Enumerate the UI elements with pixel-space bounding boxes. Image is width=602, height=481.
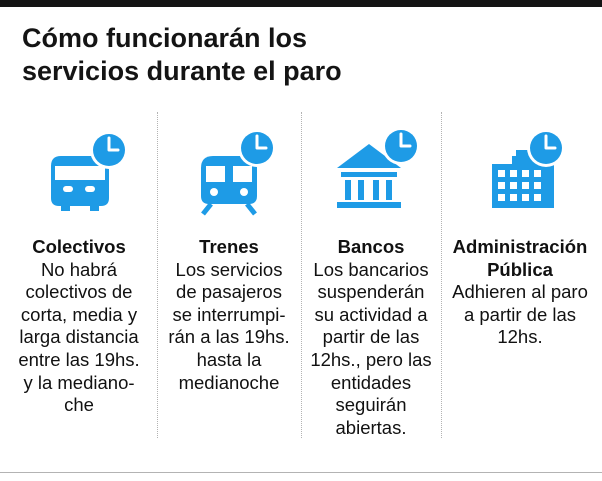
bus-clock-icon	[31, 120, 127, 216]
text-line: che	[64, 394, 94, 416]
column-bancos: Bancos Los bancarios suspenderán su acti…	[302, 112, 440, 438]
text-line: 12hs.	[497, 326, 543, 348]
text-line: Los bancarios	[313, 258, 429, 280]
page-title: Cómo funcionarán los servicios durante e…	[22, 22, 582, 88]
text-line: entidades	[330, 371, 412, 393]
text-line: abiertas.	[335, 416, 407, 438]
train-clock-icon	[181, 120, 277, 216]
column-divider	[157, 112, 158, 438]
column-divider	[441, 112, 442, 438]
title-line-2: servicios durante el paro	[22, 56, 342, 86]
text-line: seguirán	[335, 394, 407, 416]
text-line: partir de las	[322, 326, 420, 348]
text-line: y la mediano-	[23, 371, 135, 393]
bank-clock-icon	[323, 120, 419, 216]
column-trenes: Trenes Los servicios de pasajeros se int…	[158, 112, 300, 438]
text-line: 12hs., pero las	[310, 348, 432, 370]
bancos-text: Bancos Los bancarios suspenderán su acti…	[302, 236, 440, 439]
trenes-heading: Trenes	[199, 236, 259, 257]
text-line: hasta la	[196, 348, 262, 370]
text-line: No habrá	[40, 258, 118, 280]
administracion-heading-line-2: Pública	[487, 258, 553, 280]
column-colectivos: Colectivos No habrá colectivos de corta,…	[2, 112, 156, 438]
text-line: se interrumpi-	[172, 303, 286, 325]
column-administracion-publica: Administración Pública Adhieren al paro …	[442, 112, 598, 438]
building-clock-icon	[472, 120, 568, 216]
text-line: a partir de las	[463, 303, 577, 325]
text-line: de pasajeros	[176, 281, 282, 303]
trenes-text: Trenes Los servicios de pasajeros se int…	[158, 236, 300, 394]
text-line: colectivos de	[25, 281, 133, 303]
bottom-rule	[0, 472, 602, 473]
colectivos-heading: Colectivos	[32, 236, 126, 257]
title-line-1: Cómo funcionarán los	[22, 23, 308, 53]
bancos-heading: Bancos	[337, 236, 405, 257]
text-line: rán a las 19hs.	[168, 326, 290, 348]
text-line: corta, media y	[20, 303, 138, 325]
text-line: entre las 19hs.	[18, 348, 140, 370]
administracion-text: Administración Pública Adhieren al paro …	[442, 236, 598, 349]
column-divider	[301, 112, 302, 438]
text-line: Adhieren al paro	[452, 281, 588, 303]
top-rule	[0, 0, 602, 7]
text-line: larga distancia	[19, 326, 139, 348]
text-line: suspenderán	[317, 281, 425, 303]
text-line: su actividad a	[314, 303, 428, 325]
colectivos-text: Colectivos No habrá colectivos de corta,…	[2, 236, 156, 417]
administracion-heading: Administración	[452, 236, 588, 257]
text-line: medianoche	[178, 371, 280, 393]
text-line: Los servicios	[175, 258, 283, 280]
